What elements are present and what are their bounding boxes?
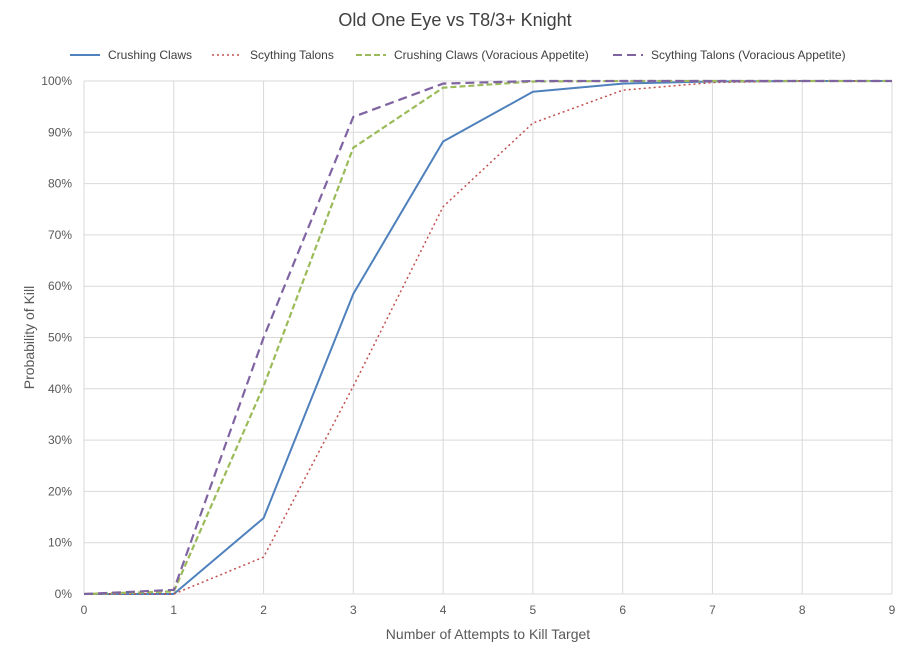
- series-line: [83, 79, 892, 596]
- legend-swatch: [613, 54, 643, 56]
- x-tick-label: 4: [440, 603, 447, 617]
- legend-swatch: [70, 54, 100, 56]
- legend-item: Crushing Claws: [68, 44, 192, 66]
- y-tick-label: 60%: [48, 279, 72, 293]
- y-axis-title: Probability of Kill: [21, 286, 37, 390]
- legend-label: Crushing Claws (Voracious Appetite): [394, 48, 589, 62]
- x-tick-label: 9: [889, 603, 896, 617]
- x-tick-label: 6: [619, 603, 626, 617]
- y-axis-ticks: 0% 10% 20% 30% 40% 50% 60% 70% 80% 90% 100%: [41, 74, 72, 601]
- series-4: [83, 79, 892, 596]
- series-1: [84, 80, 892, 595]
- x-tick-label: 3: [350, 603, 357, 617]
- x-tick-label: 0: [81, 603, 88, 617]
- legend-item: Scything Talons (Voracious Appetite): [611, 44, 846, 66]
- y-tick-label: 80%: [48, 177, 72, 191]
- grid: [83, 80, 893, 595]
- y-tick-label: 70%: [48, 228, 72, 242]
- y-tick-label: 20%: [48, 484, 72, 498]
- series-3: [83, 79, 892, 596]
- y-tick-label: 90%: [48, 125, 72, 139]
- legend-label: Crushing Claws: [108, 48, 193, 62]
- x-axis-ticks: 0 1 2 3 4 5 6 7 8 9: [81, 603, 896, 617]
- series-line: [84, 80, 892, 595]
- series-2: [84, 80, 892, 595]
- legend-label: Scything Talons: [250, 48, 334, 62]
- legend-item: Crushing Claws (Voracious Appetite): [354, 44, 589, 66]
- chart-title: Old One Eye vs T8/3+ Knight: [338, 10, 572, 30]
- legend-item: Scything Talons: [210, 44, 334, 66]
- legend-swatch: [212, 54, 242, 56]
- series-line: [83, 79, 892, 596]
- y-tick-label: 50%: [48, 331, 72, 345]
- x-tick-label: 2: [260, 603, 267, 617]
- x-tick-label: 7: [709, 603, 716, 617]
- y-tick-label: 40%: [48, 382, 72, 396]
- x-axis-title: Number of Attempts to Kill Target: [386, 626, 590, 642]
- y-tick-label: 100%: [41, 74, 72, 88]
- series-line: [84, 80, 892, 595]
- y-tick-label: 0%: [55, 587, 73, 601]
- x-tick-label: 5: [530, 603, 537, 617]
- y-tick-label: 10%: [48, 536, 72, 550]
- legend-label: Scything Talons (Voracious Appetite): [651, 48, 846, 62]
- legend-swatch: [356, 54, 386, 56]
- x-tick-label: 1: [170, 603, 177, 617]
- y-tick-label: 30%: [48, 433, 72, 447]
- x-tick-label: 8: [799, 603, 806, 617]
- legend: Crushing Claws Scything Talons Crushing Cl…: [0, 44, 910, 66]
